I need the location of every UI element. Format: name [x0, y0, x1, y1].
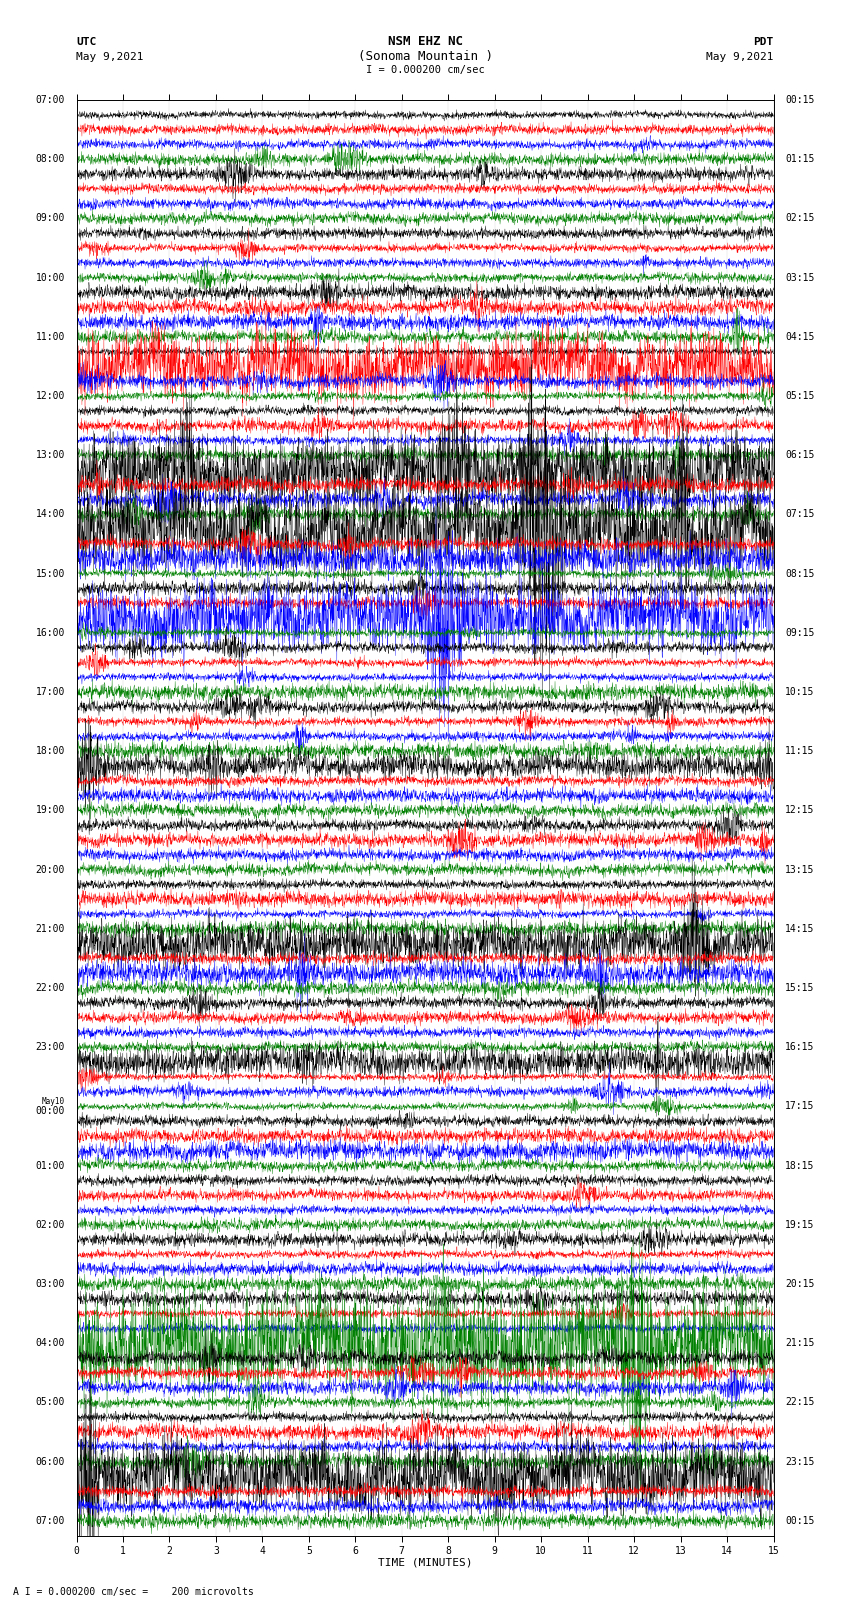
Text: 13:15: 13:15 — [785, 865, 814, 874]
Text: 15:15: 15:15 — [785, 982, 814, 994]
Text: 11:15: 11:15 — [785, 747, 814, 756]
Text: 15:00: 15:00 — [36, 569, 65, 579]
Text: UTC: UTC — [76, 37, 97, 47]
Text: I = 0.000200 cm/sec: I = 0.000200 cm/sec — [366, 65, 484, 74]
Text: 21:00: 21:00 — [36, 924, 65, 934]
Text: A I = 0.000200 cm/sec =    200 microvolts: A I = 0.000200 cm/sec = 200 microvolts — [13, 1587, 253, 1597]
Text: May10: May10 — [42, 1097, 65, 1107]
Text: 19:15: 19:15 — [785, 1219, 814, 1229]
Text: 08:15: 08:15 — [785, 569, 814, 579]
Text: 00:15: 00:15 — [785, 95, 814, 105]
Text: 16:15: 16:15 — [785, 1042, 814, 1052]
Text: 00:15: 00:15 — [785, 1516, 814, 1526]
Text: 20:15: 20:15 — [785, 1279, 814, 1289]
Text: 17:15: 17:15 — [785, 1102, 814, 1111]
Text: 07:15: 07:15 — [785, 510, 814, 519]
Text: 14:15: 14:15 — [785, 924, 814, 934]
Text: 22:00: 22:00 — [36, 982, 65, 994]
Text: 22:15: 22:15 — [785, 1397, 814, 1408]
Text: 21:15: 21:15 — [785, 1339, 814, 1348]
Text: 12:15: 12:15 — [785, 805, 814, 816]
Text: 18:00: 18:00 — [36, 747, 65, 756]
X-axis label: TIME (MINUTES): TIME (MINUTES) — [377, 1558, 473, 1568]
Text: 11:00: 11:00 — [36, 332, 65, 342]
Text: 03:15: 03:15 — [785, 273, 814, 282]
Text: 12:00: 12:00 — [36, 390, 65, 402]
Text: 14:00: 14:00 — [36, 510, 65, 519]
Text: 09:00: 09:00 — [36, 213, 65, 224]
Text: 02:15: 02:15 — [785, 213, 814, 224]
Text: PDT: PDT — [753, 37, 774, 47]
Text: 03:00: 03:00 — [36, 1279, 65, 1289]
Text: 02:00: 02:00 — [36, 1219, 65, 1229]
Text: May 9,2021: May 9,2021 — [706, 52, 774, 61]
Text: 10:00: 10:00 — [36, 273, 65, 282]
Text: 08:00: 08:00 — [36, 155, 65, 165]
Text: 05:15: 05:15 — [785, 390, 814, 402]
Text: 23:15: 23:15 — [785, 1457, 814, 1466]
Text: 01:15: 01:15 — [785, 155, 814, 165]
Text: 17:00: 17:00 — [36, 687, 65, 697]
Text: May 9,2021: May 9,2021 — [76, 52, 144, 61]
Text: 19:00: 19:00 — [36, 805, 65, 816]
Text: 00:00: 00:00 — [36, 1107, 65, 1116]
Text: 06:15: 06:15 — [785, 450, 814, 460]
Text: 23:00: 23:00 — [36, 1042, 65, 1052]
Text: 16:00: 16:00 — [36, 627, 65, 637]
Text: 06:00: 06:00 — [36, 1457, 65, 1466]
Text: 01:00: 01:00 — [36, 1161, 65, 1171]
Text: 04:00: 04:00 — [36, 1339, 65, 1348]
Text: 07:00: 07:00 — [36, 95, 65, 105]
Text: 04:15: 04:15 — [785, 332, 814, 342]
Text: 07:00: 07:00 — [36, 1516, 65, 1526]
Text: 05:00: 05:00 — [36, 1397, 65, 1408]
Text: 10:15: 10:15 — [785, 687, 814, 697]
Text: 20:00: 20:00 — [36, 865, 65, 874]
Text: NSM EHZ NC: NSM EHZ NC — [388, 35, 462, 48]
Text: (Sonoma Mountain ): (Sonoma Mountain ) — [358, 50, 492, 63]
Text: 09:15: 09:15 — [785, 627, 814, 637]
Text: 18:15: 18:15 — [785, 1161, 814, 1171]
Text: 13:00: 13:00 — [36, 450, 65, 460]
